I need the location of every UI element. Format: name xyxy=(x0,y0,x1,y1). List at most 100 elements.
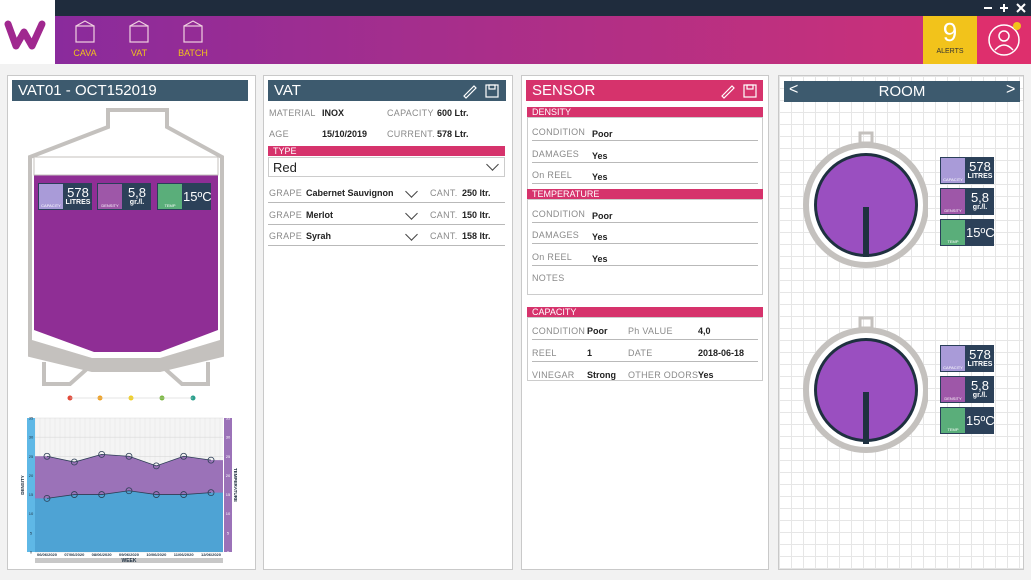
badge-unit: LITRES xyxy=(65,199,91,206)
badge-value: 578 xyxy=(67,185,89,200)
panel-title: ROOM xyxy=(784,81,1020,102)
field-value: Yes xyxy=(592,232,608,242)
badge-unit: LITRES xyxy=(967,361,993,368)
field-value: Merlot xyxy=(306,209,333,220)
badge-value: 5,8 xyxy=(970,190,990,205)
alerts[interactable]: 9 ALERTS xyxy=(923,16,977,64)
badge-caption: CAPACITY xyxy=(943,365,963,370)
x-tick-label: 07/06/2020 xyxy=(64,552,85,557)
row-line xyxy=(268,202,505,203)
badge-icon xyxy=(940,188,966,215)
badge-caption: TEMP xyxy=(947,239,959,244)
point xyxy=(98,491,106,498)
field-label: DAMAGES xyxy=(532,230,580,240)
badge-box xyxy=(966,188,994,215)
badge-box xyxy=(966,219,994,246)
badge-icon xyxy=(157,183,183,210)
field-label: AGE xyxy=(269,129,289,139)
badge-caption: DENSITY xyxy=(101,203,119,208)
field-value: Yes xyxy=(592,253,608,264)
x-tick-label: 11/06/2020 xyxy=(174,552,195,557)
y2-tick-label: 35 xyxy=(226,416,231,421)
point xyxy=(43,452,51,460)
y2-axis-bar xyxy=(224,418,232,552)
badge-icon xyxy=(940,376,966,403)
section-box xyxy=(527,317,763,381)
field-value: 578 Ltr. xyxy=(437,129,469,139)
field-value: Poor xyxy=(587,326,608,336)
field-label: GRAPE xyxy=(269,188,303,198)
field-label: On REEL xyxy=(532,251,573,262)
alerts-count: 9 xyxy=(942,17,958,47)
badge-unit: LITRES xyxy=(967,173,993,180)
badge-box xyxy=(64,183,92,210)
badge-value: 578 xyxy=(969,347,991,362)
field-value: Strong xyxy=(587,370,616,380)
next-button[interactable]: > xyxy=(1006,81,1016,98)
badge-box xyxy=(123,183,151,210)
prev-button[interactable]: < xyxy=(789,81,799,98)
point xyxy=(98,450,106,458)
badge-caption: DENSITY xyxy=(944,396,962,401)
badge-value: 15ºC xyxy=(966,225,995,240)
nav-item[interactable]: VAT xyxy=(119,16,159,64)
field-label: CONDITION xyxy=(532,326,586,336)
badge-value: 15ºC xyxy=(966,413,995,428)
x-tick-label: 09/06/2020 xyxy=(119,552,140,557)
badge-unit: gr./l. xyxy=(129,199,145,206)
y-tick-label: 5 xyxy=(30,530,33,535)
y2-tick-label: 20 xyxy=(226,473,231,478)
row-line xyxy=(532,243,758,244)
point xyxy=(180,491,188,498)
y-tick-label: 25 xyxy=(29,454,34,459)
row-line xyxy=(268,223,505,225)
panel-title: VAT01 - OCT152019 xyxy=(12,80,248,101)
edit-save-icons[interactable] xyxy=(462,83,502,99)
tank-graphic xyxy=(28,108,224,401)
area xyxy=(35,490,223,552)
select-value: Red xyxy=(273,160,297,175)
section-box xyxy=(527,198,763,295)
edit-save-icons[interactable] xyxy=(720,83,760,99)
sensor-panel xyxy=(521,75,769,570)
y2-tick-label: 10 xyxy=(226,511,231,516)
nav-bar: CAVA VAT BATCH xyxy=(55,16,923,64)
badge-icon xyxy=(940,407,966,434)
field-label: DAMAGES xyxy=(532,148,580,159)
point xyxy=(152,462,160,470)
x-axis-bar xyxy=(35,558,223,563)
badge-unit: gr./l. xyxy=(972,392,988,399)
field-value: INOX xyxy=(322,108,345,118)
field-value: 1 xyxy=(587,348,593,358)
nav-item[interactable]: CAVA xyxy=(65,16,105,64)
field-label: CAPACITY xyxy=(387,108,434,118)
field-value: Yes xyxy=(592,172,608,182)
row-line xyxy=(268,245,505,246)
field-label: On REEL xyxy=(532,170,573,180)
field-label: GRAPE xyxy=(269,231,303,241)
field-label: CANT. xyxy=(430,209,458,220)
field-value: 4,0 xyxy=(698,326,711,336)
badge-icon xyxy=(940,219,966,246)
badge-value: 578 xyxy=(969,159,991,174)
y-tick-label: 20 xyxy=(29,473,34,478)
nav-item[interactable]: BATCH xyxy=(173,16,213,64)
badge-icon xyxy=(940,157,966,184)
badge-caption: TEMP xyxy=(164,203,176,208)
field-label: NOTES xyxy=(532,273,565,283)
field-value: Yes xyxy=(698,370,714,380)
y2-tick-label: 30 xyxy=(226,435,231,440)
window-controls[interactable] xyxy=(981,0,1031,16)
select[interactable] xyxy=(268,157,505,177)
nav-label: VAT xyxy=(130,48,148,58)
panel-title: SENSOR xyxy=(526,80,763,101)
title-bar xyxy=(55,0,1031,16)
y-tick-label: 30 xyxy=(29,435,34,440)
profile[interactable] xyxy=(977,16,1031,64)
field-label: DATE xyxy=(628,348,653,358)
badge-box xyxy=(183,183,211,210)
row-line xyxy=(532,161,758,163)
badge-unit: gr./l. xyxy=(972,204,988,211)
badge-icon xyxy=(940,345,966,372)
badge-caption: DENSITY xyxy=(944,208,962,213)
